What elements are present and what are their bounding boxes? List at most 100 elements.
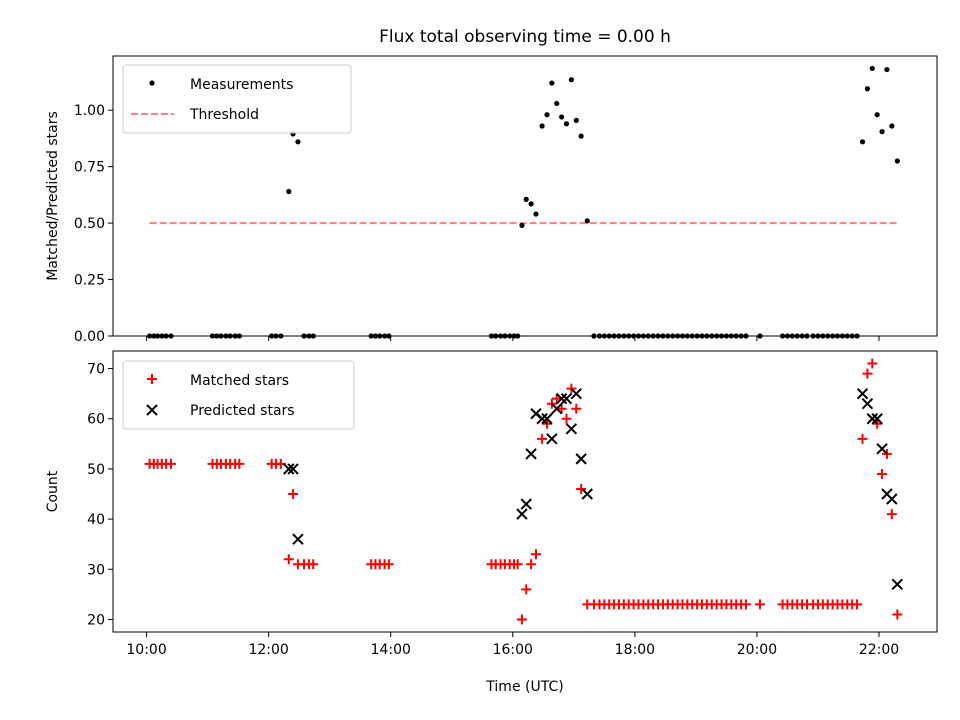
predicted-star-point [520,498,532,510]
measurement-point [884,66,890,73]
legend-matched-marker [147,374,157,384]
matched-star-point [308,559,319,570]
legend-measurements-marker [149,80,155,86]
matched-star-point [852,599,863,610]
matched-star-point [537,433,548,444]
measurement-point [889,123,895,129]
matched-star-point [521,584,532,595]
bottom-xtick-label: 10:00 [126,642,166,658]
predicted-star-point [541,413,553,425]
predicted-star-point [551,402,563,415]
top-panel: 0.00 0.25 0.50 0.75 1.00 Matched/Predicted st… [45,55,938,345]
bottom-ytick-label: 30 [87,562,105,578]
bottom-xtick-label: 22:00 [859,642,899,658]
top-ytick-label: 1.00 [74,103,105,119]
measurement-point [559,114,565,120]
bottom-xtick-label: 18:00 [615,642,655,658]
measurement-point [869,65,875,72]
bottom-ytick-label: 70 [87,362,105,378]
legend-predicted-marker [146,404,158,416]
top-legend-box [122,64,352,134]
top-frame [112,55,938,337]
matched-star-point [892,609,903,620]
top-ylabel: Matched/Predicted stars [45,111,61,281]
predicted-star-point [866,413,879,425]
matched-star-point [383,559,394,570]
bottom-legend-box [122,360,355,430]
matched-star-point [234,458,245,469]
bottom-xtick-label: 12:00 [248,642,288,658]
predicted-star-point [886,493,898,505]
bottom-xtick-label: 16:00 [493,642,533,658]
measurement-point [859,139,866,145]
predicted-star-point [861,397,874,410]
predicted-star-point [546,433,558,445]
top-legend: Measurements Threshold [122,64,352,134]
top-ytick-label: 0.00 [74,329,105,345]
measurement-point [533,211,539,217]
matched-star-point [512,559,523,570]
measurement-point [544,112,550,118]
predicted-star-point [555,392,568,405]
matched-star-point [857,433,868,444]
measurement-point [573,117,579,123]
bottom-ylabel: Count [45,470,61,512]
legend-threshold-label: Threshold [189,107,259,123]
bottom-ytick-label: 50 [87,462,105,478]
matched-star-point [754,599,765,610]
bottom-ytick-label: 60 [87,412,105,428]
bottom-ytick-label: 20 [87,612,105,628]
predicted-star-point [876,443,888,455]
bottom-xlabel: Time (UTC) [485,679,563,695]
predicted-star-point [891,578,904,591]
measurement-point [874,112,880,118]
chart-title: Flux total observing time = 0.00 h [379,27,671,47]
measurement-point [549,80,555,86]
matched-star-point [526,559,537,570]
measurement-point [578,133,584,139]
matched-star-point [551,393,562,404]
matched-star-point [288,489,299,500]
measurement-point [894,158,900,164]
matched-star-point [530,549,541,560]
matched-star-point [877,468,888,479]
measurement-point [539,123,545,129]
matched-star-point [576,483,587,494]
measurement-point [864,86,871,92]
matched-star-point [571,403,582,414]
bottom-xtick-label: 20:00 [737,642,777,658]
predicted-star-point [565,423,578,435]
measurement-point [879,129,885,135]
matched-star-point [556,403,567,414]
top-ytick-label: 0.25 [74,273,105,289]
predicted-star-point [525,448,537,460]
matched-star-point [165,458,176,469]
predicted-star-point [581,488,593,500]
measurement-point [563,121,570,127]
measurement-point [295,139,301,145]
matched-star-point [886,509,897,520]
predicted-star-point [516,508,528,520]
predicted-star-point [292,533,304,545]
bottom-ytick-label: 40 [87,512,105,528]
matched-star-point [740,599,751,610]
measurement-point [523,196,529,202]
predicted-star-point [871,413,883,425]
measurement-point [584,218,590,224]
measurement-point [286,188,292,195]
predicted-star-point [856,387,869,400]
measurement-point [528,201,534,207]
predicted-star-point [575,453,587,465]
legend-measurements-label: Measurements [190,77,293,93]
bottom-frame [112,350,938,633]
matched-star-point [561,413,572,424]
top-ytick-label: 0.75 [74,160,105,176]
matched-star-point [283,554,294,565]
predicted-star-point [560,392,573,405]
matched-star-point [862,368,873,379]
matched-star-point [516,614,527,625]
bottom-legend: Matched stars Predicted stars [122,360,355,430]
predicted-star-point [283,463,295,475]
bottom-panel: 20 30 40 50 60 70 Count 10:00 12:00 14:00 16:00 18:… [45,350,938,695]
